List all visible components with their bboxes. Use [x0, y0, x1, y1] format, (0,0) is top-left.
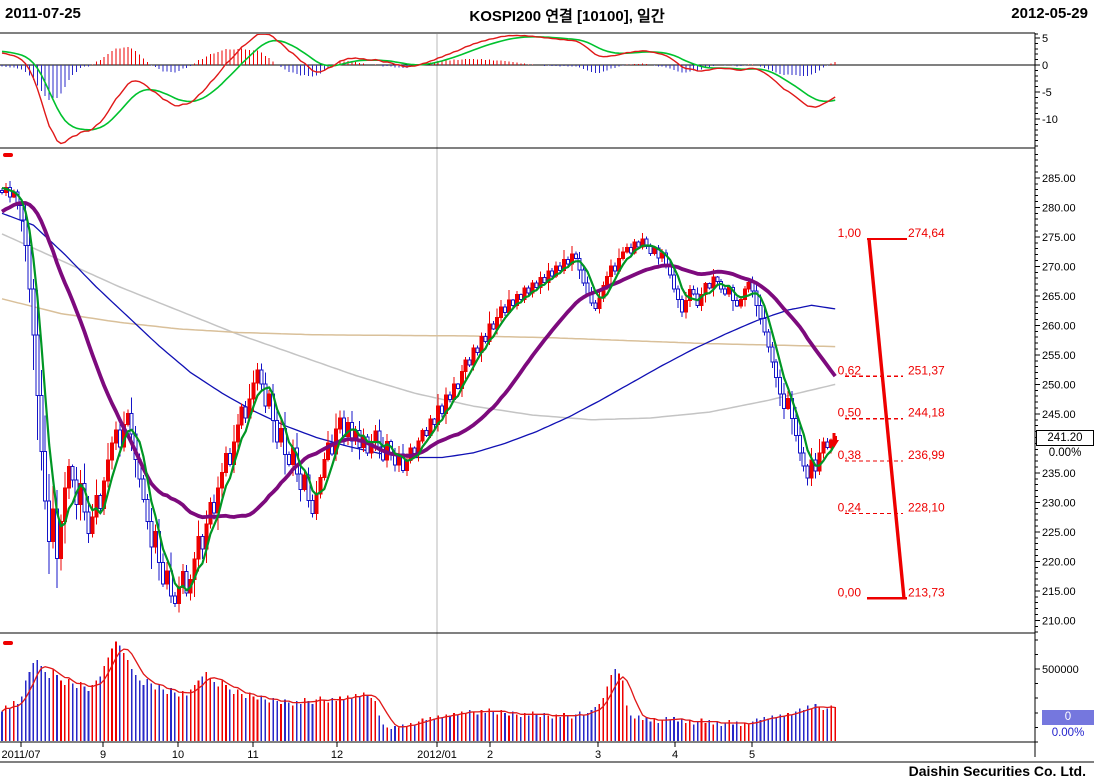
- svg-text:0,62: 0,62: [838, 363, 862, 377]
- svg-text:230.00: 230.00: [1042, 497, 1076, 509]
- x-axis: 2011/07 9 10 11 12 2012/01 2 3 4 5: [2, 742, 755, 761]
- svg-text:213,73: 213,73: [908, 585, 945, 599]
- svg-text:280.00: 280.00: [1042, 202, 1076, 214]
- svg-text:2011/07: 2011/07: [2, 749, 41, 761]
- volume-panel: [1, 641, 836, 741]
- svg-text:285.00: 285.00: [1042, 173, 1076, 185]
- svg-text:5: 5: [749, 749, 755, 761]
- price-change-label: 0.00%: [1048, 447, 1082, 459]
- svg-text:228,10: 228,10: [908, 501, 945, 515]
- price-panel: [0, 181, 838, 613]
- svg-text:12: 12: [331, 749, 343, 761]
- chart-title: KOSPI200 연결 [10100], 일간: [469, 8, 665, 25]
- svg-text:275.00: 275.00: [1042, 232, 1076, 244]
- volume-change-label: 0.00%: [1051, 727, 1085, 739]
- last-volume-badge: 0: [1042, 710, 1094, 725]
- svg-text:-10: -10: [1042, 114, 1058, 126]
- svg-text:274,64: 274,64: [908, 226, 945, 240]
- svg-text:-5: -5: [1042, 87, 1052, 99]
- svg-text:2: 2: [487, 749, 493, 761]
- chart-frame: [0, 32, 1094, 763]
- volume-panel-marker-dash: [3, 641, 13, 645]
- right-axis: 285.00 280.00 275.00 270.00 265.00 260.00 255.…: [1035, 33, 1079, 743]
- price-panel-marker-dash: [3, 153, 13, 157]
- svg-text:220.00: 220.00: [1042, 556, 1076, 568]
- period-start-date: 2011-07-25: [5, 5, 81, 22]
- svg-text:1,00: 1,00: [838, 226, 862, 240]
- svg-text:9: 9: [100, 749, 106, 761]
- svg-text:260.00: 260.00: [1042, 320, 1076, 332]
- svg-text:255.00: 255.00: [1042, 350, 1076, 362]
- svg-text:215.00: 215.00: [1042, 586, 1076, 598]
- fibonacci-overlay: 1,00 274,64 0,62 251,37 0,50 244,18 0,38 236,99…: [838, 226, 945, 600]
- candles: [0, 181, 838, 613]
- svg-text:0,38: 0,38: [838, 448, 862, 462]
- svg-text:270.00: 270.00: [1042, 261, 1076, 273]
- macd-panel: [1, 34, 836, 145]
- svg-text:0: 0: [1042, 60, 1048, 72]
- svg-text:4: 4: [672, 749, 678, 761]
- svg-text:225.00: 225.00: [1042, 527, 1076, 539]
- brand-label: Daishin Securities Co. Ltd.: [908, 763, 1086, 779]
- down-arrow-marker: [829, 433, 839, 448]
- svg-text:11: 11: [247, 749, 258, 761]
- svg-text:2012/01: 2012/01: [417, 749, 457, 761]
- svg-text:236,99: 236,99: [908, 448, 945, 462]
- svg-text:250.00: 250.00: [1042, 379, 1076, 391]
- svg-text:245.00: 245.00: [1042, 409, 1076, 421]
- svg-text:235.00: 235.00: [1042, 468, 1076, 480]
- svg-text:251,37: 251,37: [908, 363, 945, 377]
- svg-text:500000: 500000: [1042, 664, 1079, 676]
- period-end-date: 2012-05-29: [1011, 5, 1088, 22]
- svg-text:5: 5: [1042, 33, 1048, 45]
- svg-text:3: 3: [595, 749, 601, 761]
- svg-text:210.00: 210.00: [1042, 615, 1076, 627]
- last-price-badge: 241.20: [1036, 430, 1094, 446]
- svg-text:0,24: 0,24: [838, 501, 862, 515]
- svg-text:0,50: 0,50: [838, 406, 862, 420]
- svg-text:265.00: 265.00: [1042, 291, 1076, 303]
- svg-text:10: 10: [172, 749, 184, 761]
- svg-text:244,18: 244,18: [908, 406, 945, 420]
- svg-text:0,00: 0,00: [838, 585, 862, 599]
